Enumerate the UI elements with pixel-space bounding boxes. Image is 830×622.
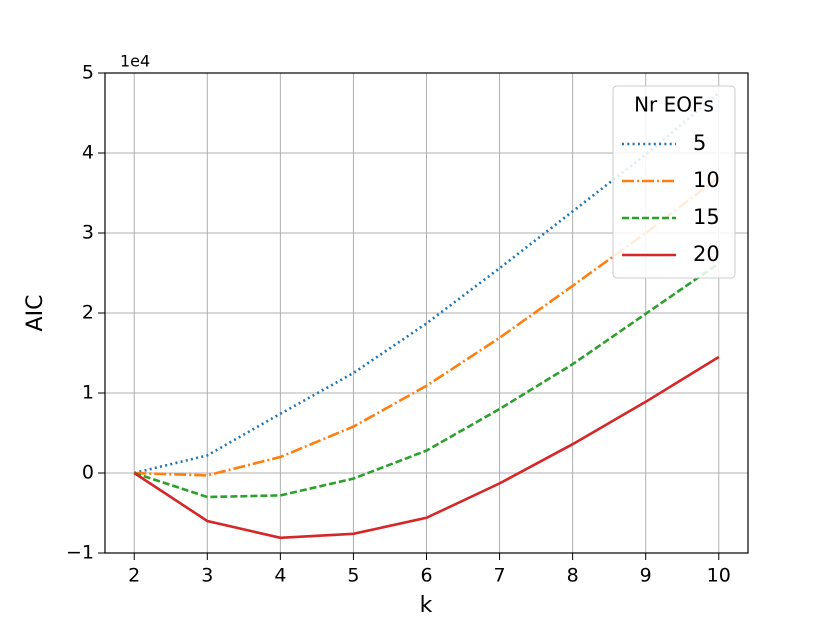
x-tick-label: 6 — [420, 565, 432, 587]
x-tick-label: 3 — [201, 565, 213, 587]
x-tick-label: 9 — [640, 565, 652, 587]
data-line — [133, 355, 720, 540]
y-tick-label: 5 — [82, 62, 94, 84]
y-tick-label: 1 — [82, 382, 94, 404]
legend-label: 15 — [693, 205, 720, 229]
y-tick-label: 0 — [82, 462, 94, 484]
y-offset-label: 1e4 — [120, 52, 150, 71]
x-tick-label: 7 — [494, 565, 506, 587]
y-axis-label: AIC — [23, 295, 48, 332]
y-tick-label: 3 — [82, 222, 94, 244]
y-tick-label: −1 — [66, 542, 94, 564]
x-tick-label: 5 — [347, 565, 359, 587]
legend: Nr EOFs 5 10 15 20 — [612, 85, 736, 279]
x-tick-label: 2 — [128, 565, 140, 587]
y-tick-label: 2 — [82, 302, 94, 324]
legend-label: 10 — [693, 168, 720, 192]
x-tick-label: 4 — [274, 565, 286, 587]
legend-title: Nr EOFs — [634, 93, 714, 117]
plot-frame — [104, 72, 749, 554]
y-tick-label: 4 — [82, 142, 94, 164]
legend-label: 20 — [693, 242, 720, 266]
x-tick-label: 10 — [707, 565, 731, 587]
legend-label: 5 — [693, 131, 706, 155]
x-axis-label: k — [420, 593, 433, 618]
data-line — [133, 262, 720, 499]
x-tick-label: 8 — [567, 565, 579, 587]
